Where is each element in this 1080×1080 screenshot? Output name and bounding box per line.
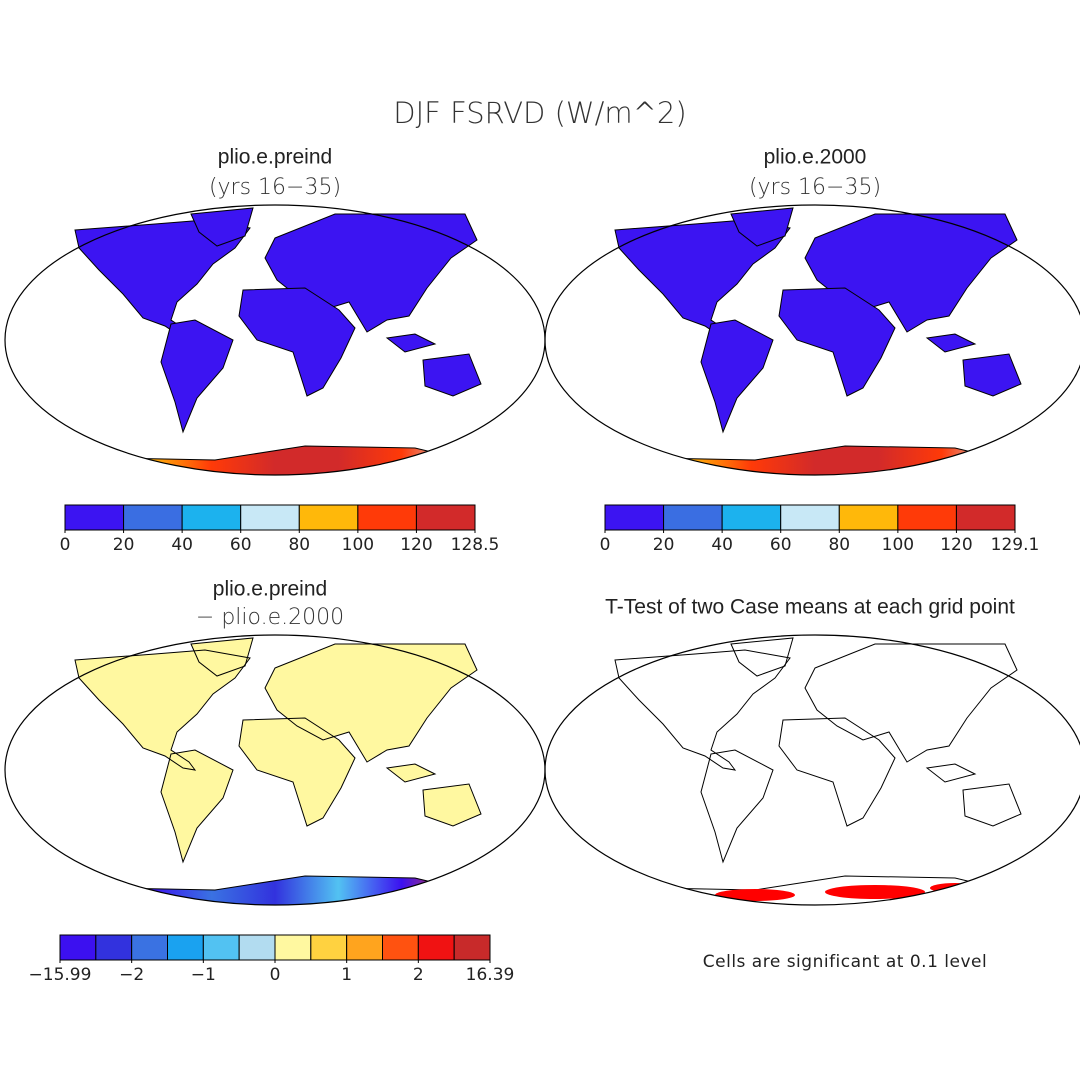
colorbar-box xyxy=(310,934,348,961)
colorbar-box xyxy=(453,934,491,961)
panel-title: plio.e.preind xyxy=(213,578,327,601)
colorbar-tick-label: 100 xyxy=(882,535,914,555)
panel-title: plio.e.2000 xyxy=(764,146,867,169)
colorbar-box xyxy=(838,504,899,531)
panel-subtitle: (yrs 16−35) xyxy=(749,175,881,200)
colorbar-tick-label: 40 xyxy=(711,535,733,555)
panel-subtitle: − plio.e.2000 xyxy=(196,605,344,630)
significant-cells xyxy=(930,883,980,893)
colorbar-box xyxy=(274,934,312,961)
colorbar-box xyxy=(298,504,359,531)
colorbar-tick-label: 1 xyxy=(341,965,352,985)
colorbar-tick-label: 20 xyxy=(113,535,135,555)
colorbar-box xyxy=(604,504,665,531)
colorbar-box xyxy=(240,504,300,531)
colorbar-tick-label: 120 xyxy=(400,535,432,555)
significant-cells xyxy=(715,889,795,901)
colorbar-tick-label: 20 xyxy=(653,535,675,555)
colorbar-tick-label: 129.1 xyxy=(991,535,1040,555)
panel-subtitle: (yrs 16−35) xyxy=(209,175,341,200)
colorbar-box xyxy=(64,504,125,531)
colorbar-box xyxy=(897,504,957,531)
colorbar-tick-label: 128.5 xyxy=(451,535,500,555)
colorbar-tick-label: 120 xyxy=(940,535,972,555)
map xyxy=(4,634,546,906)
colorbar-box xyxy=(417,934,455,961)
map xyxy=(544,204,1080,476)
colorbar-tick-label: 40 xyxy=(171,535,193,555)
colorbar-box xyxy=(415,504,476,531)
colorbar-tick-label: 0 xyxy=(60,535,71,555)
map xyxy=(544,634,1080,906)
colorbar-tick-label: 0 xyxy=(270,965,281,985)
colorbar-tick-label: 2 xyxy=(413,965,424,985)
colorbar-box xyxy=(123,504,183,531)
colorbar-box xyxy=(780,504,840,531)
colorbar-box xyxy=(202,934,240,961)
colorbar-box xyxy=(95,934,133,961)
colorbar-box xyxy=(721,504,782,531)
significant-cells xyxy=(825,885,925,899)
panel-title: T-Test of two Case means at each grid po… xyxy=(605,596,1015,619)
colorbar-tick-label: −1 xyxy=(191,965,216,985)
colorbar-box xyxy=(59,934,97,961)
colorbar-tick-label: 16.39 xyxy=(466,965,515,985)
colorbar-box xyxy=(131,934,169,961)
colorbar-box xyxy=(167,934,204,961)
colorbar-tick-label: −2 xyxy=(119,965,144,985)
colorbar-box xyxy=(238,934,276,961)
colorbar-box xyxy=(181,504,242,531)
colorbar-box xyxy=(357,504,417,531)
colorbar-tick-label: 100 xyxy=(342,535,374,555)
colorbar-box xyxy=(663,504,723,531)
colorbar-box xyxy=(382,934,419,961)
colorbar-tick-label: 60 xyxy=(770,535,792,555)
colorbar-tick-label: 80 xyxy=(288,535,310,555)
figure-title: DJF FSRVD (W/m^2) xyxy=(393,96,686,130)
map xyxy=(4,204,546,476)
colorbar-tick-label: 60 xyxy=(230,535,252,555)
colorbar-box xyxy=(955,504,1016,531)
colorbar-tick-label: 80 xyxy=(828,535,850,555)
colorbar-tick-label: 0 xyxy=(600,535,611,555)
colorbar-box xyxy=(346,934,383,961)
colorbar-tick-label: −15.99 xyxy=(29,965,92,985)
note: Cells are significant at 0.1 level xyxy=(703,952,987,972)
panel-title: plio.e.preind xyxy=(218,146,332,169)
